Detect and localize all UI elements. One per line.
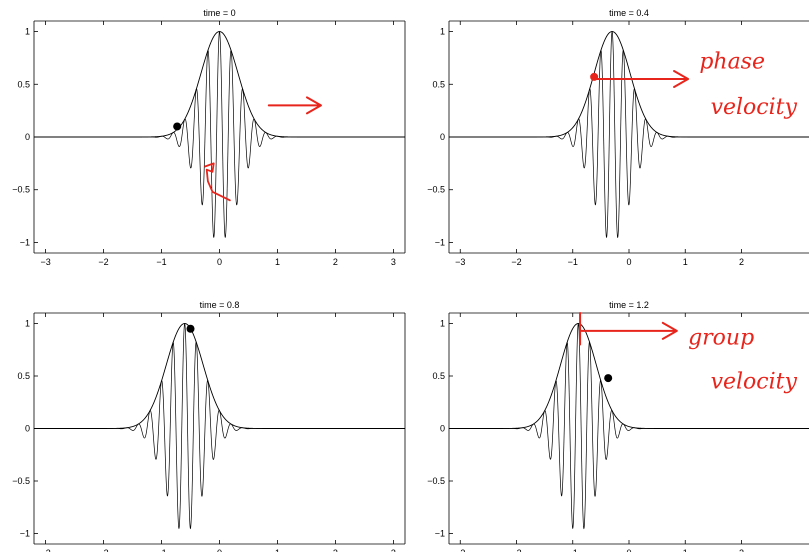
y-tick-label: 0.5 xyxy=(432,79,445,89)
wave-packet-line xyxy=(449,30,809,239)
x-tick-label: 0 xyxy=(626,257,631,267)
x-tick-label: 0 xyxy=(626,548,631,552)
panel-time-1.2: time = 1.2 −3 −2 −1 0 1 2 1 0.5 0 −0.5 −1 group velo… xyxy=(427,300,809,552)
x-tick-label: −2 xyxy=(511,548,521,552)
envelope-line xyxy=(34,323,405,429)
x-tick-label: 1 xyxy=(275,257,280,267)
x-tick-label: 2 xyxy=(739,548,744,552)
x-tick-label: 0 xyxy=(217,257,222,267)
panel-title: time = 1.2 xyxy=(609,300,649,310)
y-tick-label: −0.5 xyxy=(12,476,30,486)
x-tick-label: −2 xyxy=(511,257,521,267)
x-tick-label: −3 xyxy=(455,548,465,552)
x-tick-label: −3 xyxy=(40,257,50,267)
x-tick-label: −1 xyxy=(156,257,166,267)
y-tick-label: −0.5 xyxy=(427,476,445,486)
x-tick-label: −3 xyxy=(40,548,50,552)
x-tick-label: 1 xyxy=(275,548,280,552)
y-tick-label: −1 xyxy=(20,529,30,539)
annotation-arrow xyxy=(267,96,322,115)
x-tick-label: −3 xyxy=(455,257,465,267)
y-tick-label: −0.5 xyxy=(427,185,445,195)
y-tick-label: −1 xyxy=(20,237,30,247)
wave-packet-line xyxy=(34,30,405,238)
annotation-arrow xyxy=(594,70,690,88)
x-tick-label: −1 xyxy=(568,548,578,552)
x-tick-label: 2 xyxy=(739,257,744,267)
y-tick-label: 1 xyxy=(440,27,445,37)
x-tick-label: 1 xyxy=(683,548,688,552)
y-tick-label: 1 xyxy=(25,27,30,37)
y-tick-label: 0.5 xyxy=(17,79,30,89)
wave-packet-line xyxy=(449,322,809,530)
x-tick-label: 0 xyxy=(217,548,222,552)
y-tick-label: 0 xyxy=(440,424,445,434)
y-tick-label: 0 xyxy=(25,132,30,142)
x-tick-label: 1 xyxy=(683,257,688,267)
x-tick-label: −2 xyxy=(98,257,108,267)
x-tick-label: −1 xyxy=(568,257,578,267)
y-tick-label: 1 xyxy=(25,319,30,329)
y-tick-label: 0.5 xyxy=(17,371,30,381)
envelope-line xyxy=(34,31,405,138)
panel-time-0.4: time = 0.4 −3 −2 −1 0 1 2 1 0.5 0 −0.5 −1 phase velo… xyxy=(427,8,809,267)
x-tick-label: 3 xyxy=(391,257,396,267)
y-tick-label: −0.5 xyxy=(12,185,30,195)
x-tick-label: 2 xyxy=(333,257,338,267)
y-tick-label: 0 xyxy=(25,424,30,434)
x-tick-label: 3 xyxy=(391,548,396,552)
tracked-point-marker xyxy=(186,324,195,333)
x-tick-label: −2 xyxy=(98,548,108,552)
y-tick-label: 1 xyxy=(440,319,445,329)
panel-title: time = 0 xyxy=(203,8,235,18)
wave-packet-line xyxy=(34,323,405,530)
envelope-line xyxy=(449,31,809,138)
panel-time-0.8: time = 0.8 −3 −2 −1 0 1 2 3 1 0.5 0 −0.5 −1 xyxy=(12,300,406,552)
y-tick-label: 0.5 xyxy=(432,371,445,381)
panel-title: time = 0.4 xyxy=(609,8,649,18)
x-tick-label: 2 xyxy=(333,548,338,552)
tracked-point-marker xyxy=(604,374,613,383)
y-tick-label: 0 xyxy=(440,132,445,142)
annotation-arrow xyxy=(580,321,678,340)
y-tick-label: −1 xyxy=(435,237,445,247)
tracked-point-marker xyxy=(590,72,599,81)
x-tick-label: −1 xyxy=(156,548,166,552)
annotation-text: group xyxy=(688,326,754,351)
tracked-point-marker xyxy=(173,122,182,131)
wavelength-scribble xyxy=(204,162,231,202)
annotation-text: velocity xyxy=(711,95,798,120)
annotation-text: velocity xyxy=(711,370,798,395)
panel-title: time = 0.8 xyxy=(200,300,240,310)
panel-time-0: time = 0 −3 −2 −1 0 1 2 3 1 0.5 0 −0.5 −1 xyxy=(12,8,406,267)
annotation-text: phase xyxy=(699,49,765,74)
y-tick-label: −1 xyxy=(435,529,445,539)
